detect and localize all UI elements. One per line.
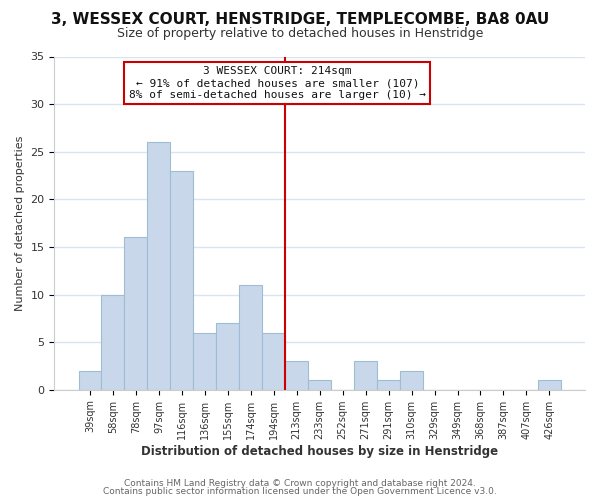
Text: 3 WESSEX COURT: 214sqm
← 91% of detached houses are smaller (107)
8% of semi-det: 3 WESSEX COURT: 214sqm ← 91% of detached… [129,66,426,100]
Bar [354,361,377,390]
Bar [193,332,217,390]
Text: Contains HM Land Registry data © Crown copyright and database right 2024.: Contains HM Land Registry data © Crown c… [124,478,476,488]
Bar [170,170,193,390]
Bar [538,380,561,390]
Bar [308,380,331,390]
Bar [101,294,124,390]
Bar [148,142,170,390]
Text: Contains public sector information licensed under the Open Government Licence v3: Contains public sector information licen… [103,488,497,496]
Bar [262,332,285,390]
Y-axis label: Number of detached properties: Number of detached properties [15,136,25,311]
Bar [79,370,101,390]
X-axis label: Distribution of detached houses by size in Henstridge: Distribution of detached houses by size … [141,444,498,458]
Text: 3, WESSEX COURT, HENSTRIDGE, TEMPLECOMBE, BA8 0AU: 3, WESSEX COURT, HENSTRIDGE, TEMPLECOMBE… [51,12,549,28]
Bar [239,285,262,390]
Bar [400,370,423,390]
Bar [124,238,148,390]
Text: Size of property relative to detached houses in Henstridge: Size of property relative to detached ho… [117,28,483,40]
Bar [377,380,400,390]
Bar [217,323,239,390]
Bar [285,361,308,390]
